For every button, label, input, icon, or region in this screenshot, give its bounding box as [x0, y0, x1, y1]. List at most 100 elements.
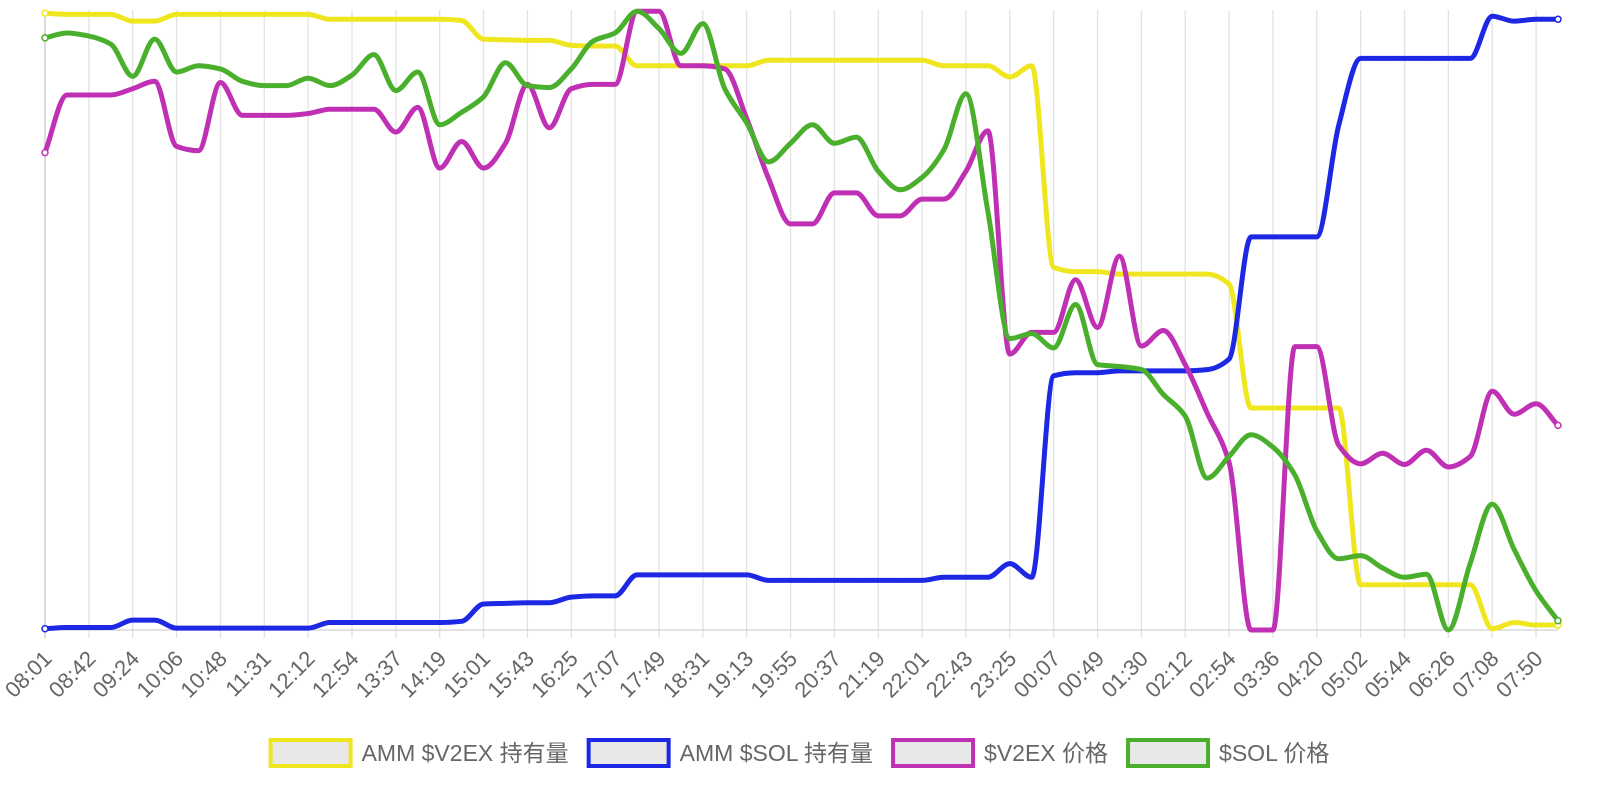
- series-3-point-13[interactable]: [327, 83, 333, 88]
- series-0-point-4[interactable]: [130, 18, 135, 24]
- series-3-point-50[interactable]: [1139, 367, 1144, 372]
- series-2-point-66[interactable]: [1489, 389, 1495, 394]
- series-2-point-35[interactable]: [810, 221, 815, 227]
- series-1-point-8[interactable]: [218, 625, 223, 631]
- series-2-point-12[interactable]: [305, 111, 311, 116]
- series-2-point-33[interactable]: [766, 176, 771, 181]
- series-1-point-45[interactable]: [1029, 575, 1034, 580]
- series-3-point-58[interactable]: [1314, 528, 1320, 534]
- series-1-point-34[interactable]: [788, 578, 793, 583]
- series-2-point-8[interactable]: [218, 80, 223, 85]
- series-3-point-5[interactable]: [152, 36, 157, 42]
- series-1-point-35[interactable]: [810, 578, 815, 583]
- series-0-point-50[interactable]: [1139, 271, 1144, 277]
- series-0-point-22[interactable]: [525, 38, 530, 43]
- series-2-point-4[interactable]: [130, 86, 135, 91]
- series-3-point-63[interactable]: [1424, 571, 1429, 577]
- series-0-point-62[interactable]: [1402, 582, 1407, 587]
- series-3-point-22[interactable]: [525, 83, 530, 88]
- series-3-point-30[interactable]: [700, 21, 706, 26]
- series-2-point-26[interactable]: [612, 82, 618, 87]
- series-2-point-50[interactable]: [1139, 343, 1144, 349]
- series-3-point-8[interactable]: [218, 66, 223, 72]
- series-1-point-31[interactable]: [722, 572, 727, 578]
- series-1-point-27[interactable]: [634, 572, 640, 578]
- series-0-point-65[interactable]: [1468, 582, 1473, 587]
- series-2-point-68[interactable]: [1533, 401, 1539, 406]
- series-1-point-6[interactable]: [174, 625, 179, 631]
- series-1-point-61[interactable]: [1380, 56, 1385, 61]
- series-3-point-45[interactable]: [1029, 331, 1034, 336]
- series-1-point-47[interactable]: [1073, 370, 1078, 375]
- series-2-point-37[interactable]: [854, 190, 859, 196]
- series-2-point-24[interactable]: [569, 86, 574, 91]
- series-0-point-66[interactable]: [1489, 626, 1495, 632]
- series-3-point-44[interactable]: [1007, 336, 1013, 341]
- series-2-point-55[interactable]: [1248, 627, 1254, 633]
- series-0-point-15[interactable]: [371, 17, 377, 22]
- series-0-point-5[interactable]: [152, 18, 157, 24]
- series-0-point-13[interactable]: [327, 17, 333, 22]
- series-0-point-43[interactable]: [985, 63, 991, 69]
- series-1-point-42[interactable]: [963, 575, 969, 580]
- series-1-point-66[interactable]: [1489, 13, 1495, 19]
- series-3-point-39[interactable]: [897, 187, 903, 193]
- series-3-point-62[interactable]: [1402, 575, 1407, 580]
- series-1-point-15[interactable]: [371, 620, 377, 625]
- series-3-point-49[interactable]: [1117, 364, 1122, 369]
- series-1-point-40[interactable]: [919, 578, 925, 583]
- series-3-point-25[interactable]: [590, 38, 596, 44]
- series-0-point-33[interactable]: [766, 57, 771, 63]
- series-1-point-63[interactable]: [1424, 56, 1429, 61]
- series-2-point-54[interactable]: [1226, 460, 1232, 465]
- series-0-point-58[interactable]: [1314, 405, 1320, 411]
- series-2-point-36[interactable]: [832, 190, 837, 196]
- series-0-point-42[interactable]: [963, 63, 969, 69]
- series-1-point-67[interactable]: [1511, 18, 1517, 24]
- series-0-point-37[interactable]: [854, 57, 859, 63]
- series-3-point-11[interactable]: [283, 83, 289, 88]
- series-1-point-65[interactable]: [1468, 56, 1473, 61]
- series-2-point-42[interactable]: [963, 168, 969, 174]
- series-2-point-62[interactable]: [1402, 462, 1407, 467]
- series-3-point-57[interactable]: [1292, 472, 1298, 478]
- series-1-point-68[interactable]: [1533, 17, 1539, 22]
- series-1-point-18[interactable]: [437, 620, 442, 625]
- series-3-point-0[interactable]: [41, 34, 49, 42]
- series-2-point-34[interactable]: [788, 221, 793, 227]
- series-0-point-63[interactable]: [1424, 582, 1429, 587]
- series-2-point-9[interactable]: [240, 113, 245, 118]
- series-0-point-16[interactable]: [393, 17, 399, 22]
- series-1-point-2[interactable]: [86, 625, 92, 630]
- series-2-point-38[interactable]: [876, 213, 881, 219]
- series-3-point-10[interactable]: [262, 83, 267, 88]
- series-0-point-19[interactable]: [459, 18, 464, 23]
- series-2-point-3[interactable]: [108, 92, 114, 98]
- series-3-point-29[interactable]: [678, 51, 684, 56]
- series-3-point-60[interactable]: [1358, 553, 1363, 558]
- series-3-point-42[interactable]: [963, 91, 969, 96]
- series-2-point-44[interactable]: [1007, 351, 1013, 357]
- series-1-point-11[interactable]: [283, 625, 289, 631]
- series-2-point-1[interactable]: [64, 92, 70, 98]
- series-0-point-51[interactable]: [1161, 271, 1166, 277]
- series-2-point-59[interactable]: [1336, 442, 1341, 448]
- series-2-point-40[interactable]: [919, 196, 925, 202]
- series-1-point-41[interactable]: [941, 575, 947, 580]
- legend-item-3[interactable]: $SOL 价格: [1126, 738, 1329, 768]
- series-1-point-37[interactable]: [854, 578, 859, 583]
- series-3-point-35[interactable]: [810, 122, 815, 127]
- series-0-point-57[interactable]: [1292, 405, 1298, 411]
- series-3-point-31[interactable]: [722, 86, 727, 91]
- series-1-point-9[interactable]: [240, 625, 245, 631]
- series-2-point-31[interactable]: [722, 66, 727, 72]
- series-0-point-38[interactable]: [876, 57, 881, 63]
- series-2-point-51[interactable]: [1161, 328, 1166, 333]
- series-1-point-26[interactable]: [612, 593, 618, 599]
- series-2-point-58[interactable]: [1314, 344, 1320, 349]
- series-3-point-12[interactable]: [305, 75, 311, 81]
- series-0-point-54[interactable]: [1226, 281, 1232, 287]
- series-0-point-28[interactable]: [656, 63, 662, 69]
- series-0-point-9[interactable]: [240, 12, 245, 17]
- series-1-point-14[interactable]: [349, 620, 355, 625]
